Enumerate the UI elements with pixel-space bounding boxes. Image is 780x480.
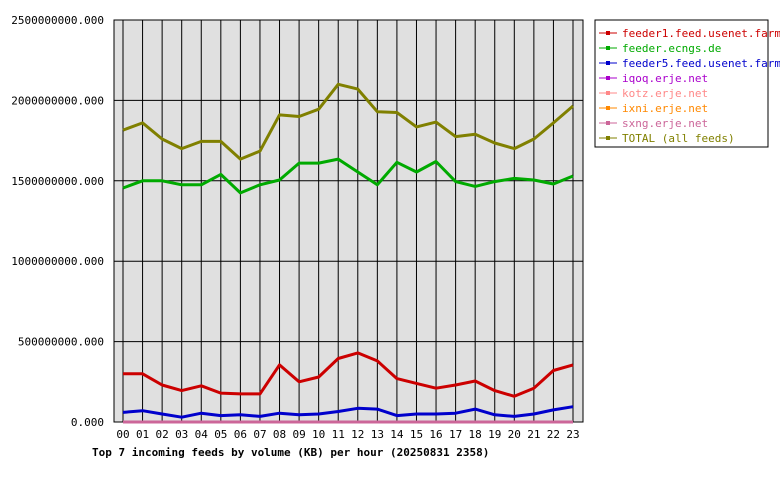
x-tick-label: 14	[390, 428, 404, 441]
x-tick-label: 17	[449, 428, 462, 441]
series-line	[122, 157, 574, 195]
y-axis-tick-labels: 0.000 500000000.000 1000000000.000 15000000…	[11, 14, 104, 429]
legend: feeder1.feed.usenet.farm feeder.ecngs.de f…	[594, 19, 780, 148]
x-tick-label: 22	[547, 428, 560, 441]
x-tick-label: 01	[136, 428, 149, 441]
x-tick-label: 02	[156, 428, 169, 441]
y-tick-label: 0.000	[71, 416, 104, 429]
legend-label: feeder.ecngs.de	[622, 42, 721, 55]
legend-marker	[606, 136, 610, 140]
x-tick-label: 16	[429, 428, 442, 441]
legend-marker	[606, 106, 610, 110]
y-tick-label: 2500000000.000	[11, 14, 104, 27]
x-axis-tick-labels: 00 01 02 03 04 05 06 07 08 09 10 11 12 13 14 15 16 17 18 19…	[116, 428, 579, 441]
x-tick-label: 20	[508, 428, 521, 441]
y-tick-label: 2000000000.000	[11, 94, 104, 107]
legend-marker	[606, 31, 610, 35]
x-tick-label: 07	[253, 428, 266, 441]
plot-area	[113, 19, 584, 423]
chart-title: Top 7 incoming feeds by volume (KB) per …	[92, 446, 489, 459]
legend-marker	[606, 121, 610, 125]
y-tick-label: 500000000.000	[18, 336, 104, 349]
x-tick-label: 04	[195, 428, 209, 441]
series-line	[123, 351, 574, 398]
series-lines	[122, 82, 574, 424]
legend-label: feeder1.feed.usenet.farm	[622, 27, 780, 40]
legend-label: sxng.erje.net	[622, 117, 708, 130]
legend-label: feeder5.feed.usenet.farm	[622, 57, 780, 70]
legend-marker	[606, 91, 610, 95]
series-line	[122, 82, 574, 161]
legend-label: TOTAL (all feeds)	[622, 132, 735, 145]
x-tick-label: 05	[214, 428, 227, 441]
x-tick-label: 10	[312, 428, 325, 441]
x-tick-label: 06	[234, 428, 247, 441]
legend-label: kotz.erje.net	[622, 87, 708, 100]
legend-marker	[606, 61, 610, 65]
y-tick-label: 1500000000.000	[11, 175, 104, 188]
x-tick-label: 23	[566, 428, 579, 441]
x-tick-label: 13	[371, 428, 384, 441]
x-tick-label: 19	[488, 428, 501, 441]
x-tick-label: 18	[469, 428, 482, 441]
y-tick-label: 1000000000.000	[11, 255, 104, 268]
x-tick-label: 12	[351, 428, 364, 441]
legend-box	[594, 19, 769, 148]
x-tick-label: 15	[410, 428, 423, 441]
x-tick-label: 00	[116, 428, 129, 441]
x-tick-label: 21	[527, 428, 540, 441]
x-tick-label: 11	[332, 428, 345, 441]
x-tick-label: 09	[292, 428, 305, 441]
x-tick-label: 08	[273, 428, 286, 441]
legend-label: ixni.erje.net	[622, 102, 708, 115]
legend-marker	[606, 46, 610, 50]
series-line	[122, 405, 574, 419]
legend-label: iqoq.erje.net	[622, 72, 708, 85]
x-gridlines	[122, 20, 574, 422]
x-tick-label: 03	[175, 428, 188, 441]
legend-marker	[606, 76, 610, 80]
